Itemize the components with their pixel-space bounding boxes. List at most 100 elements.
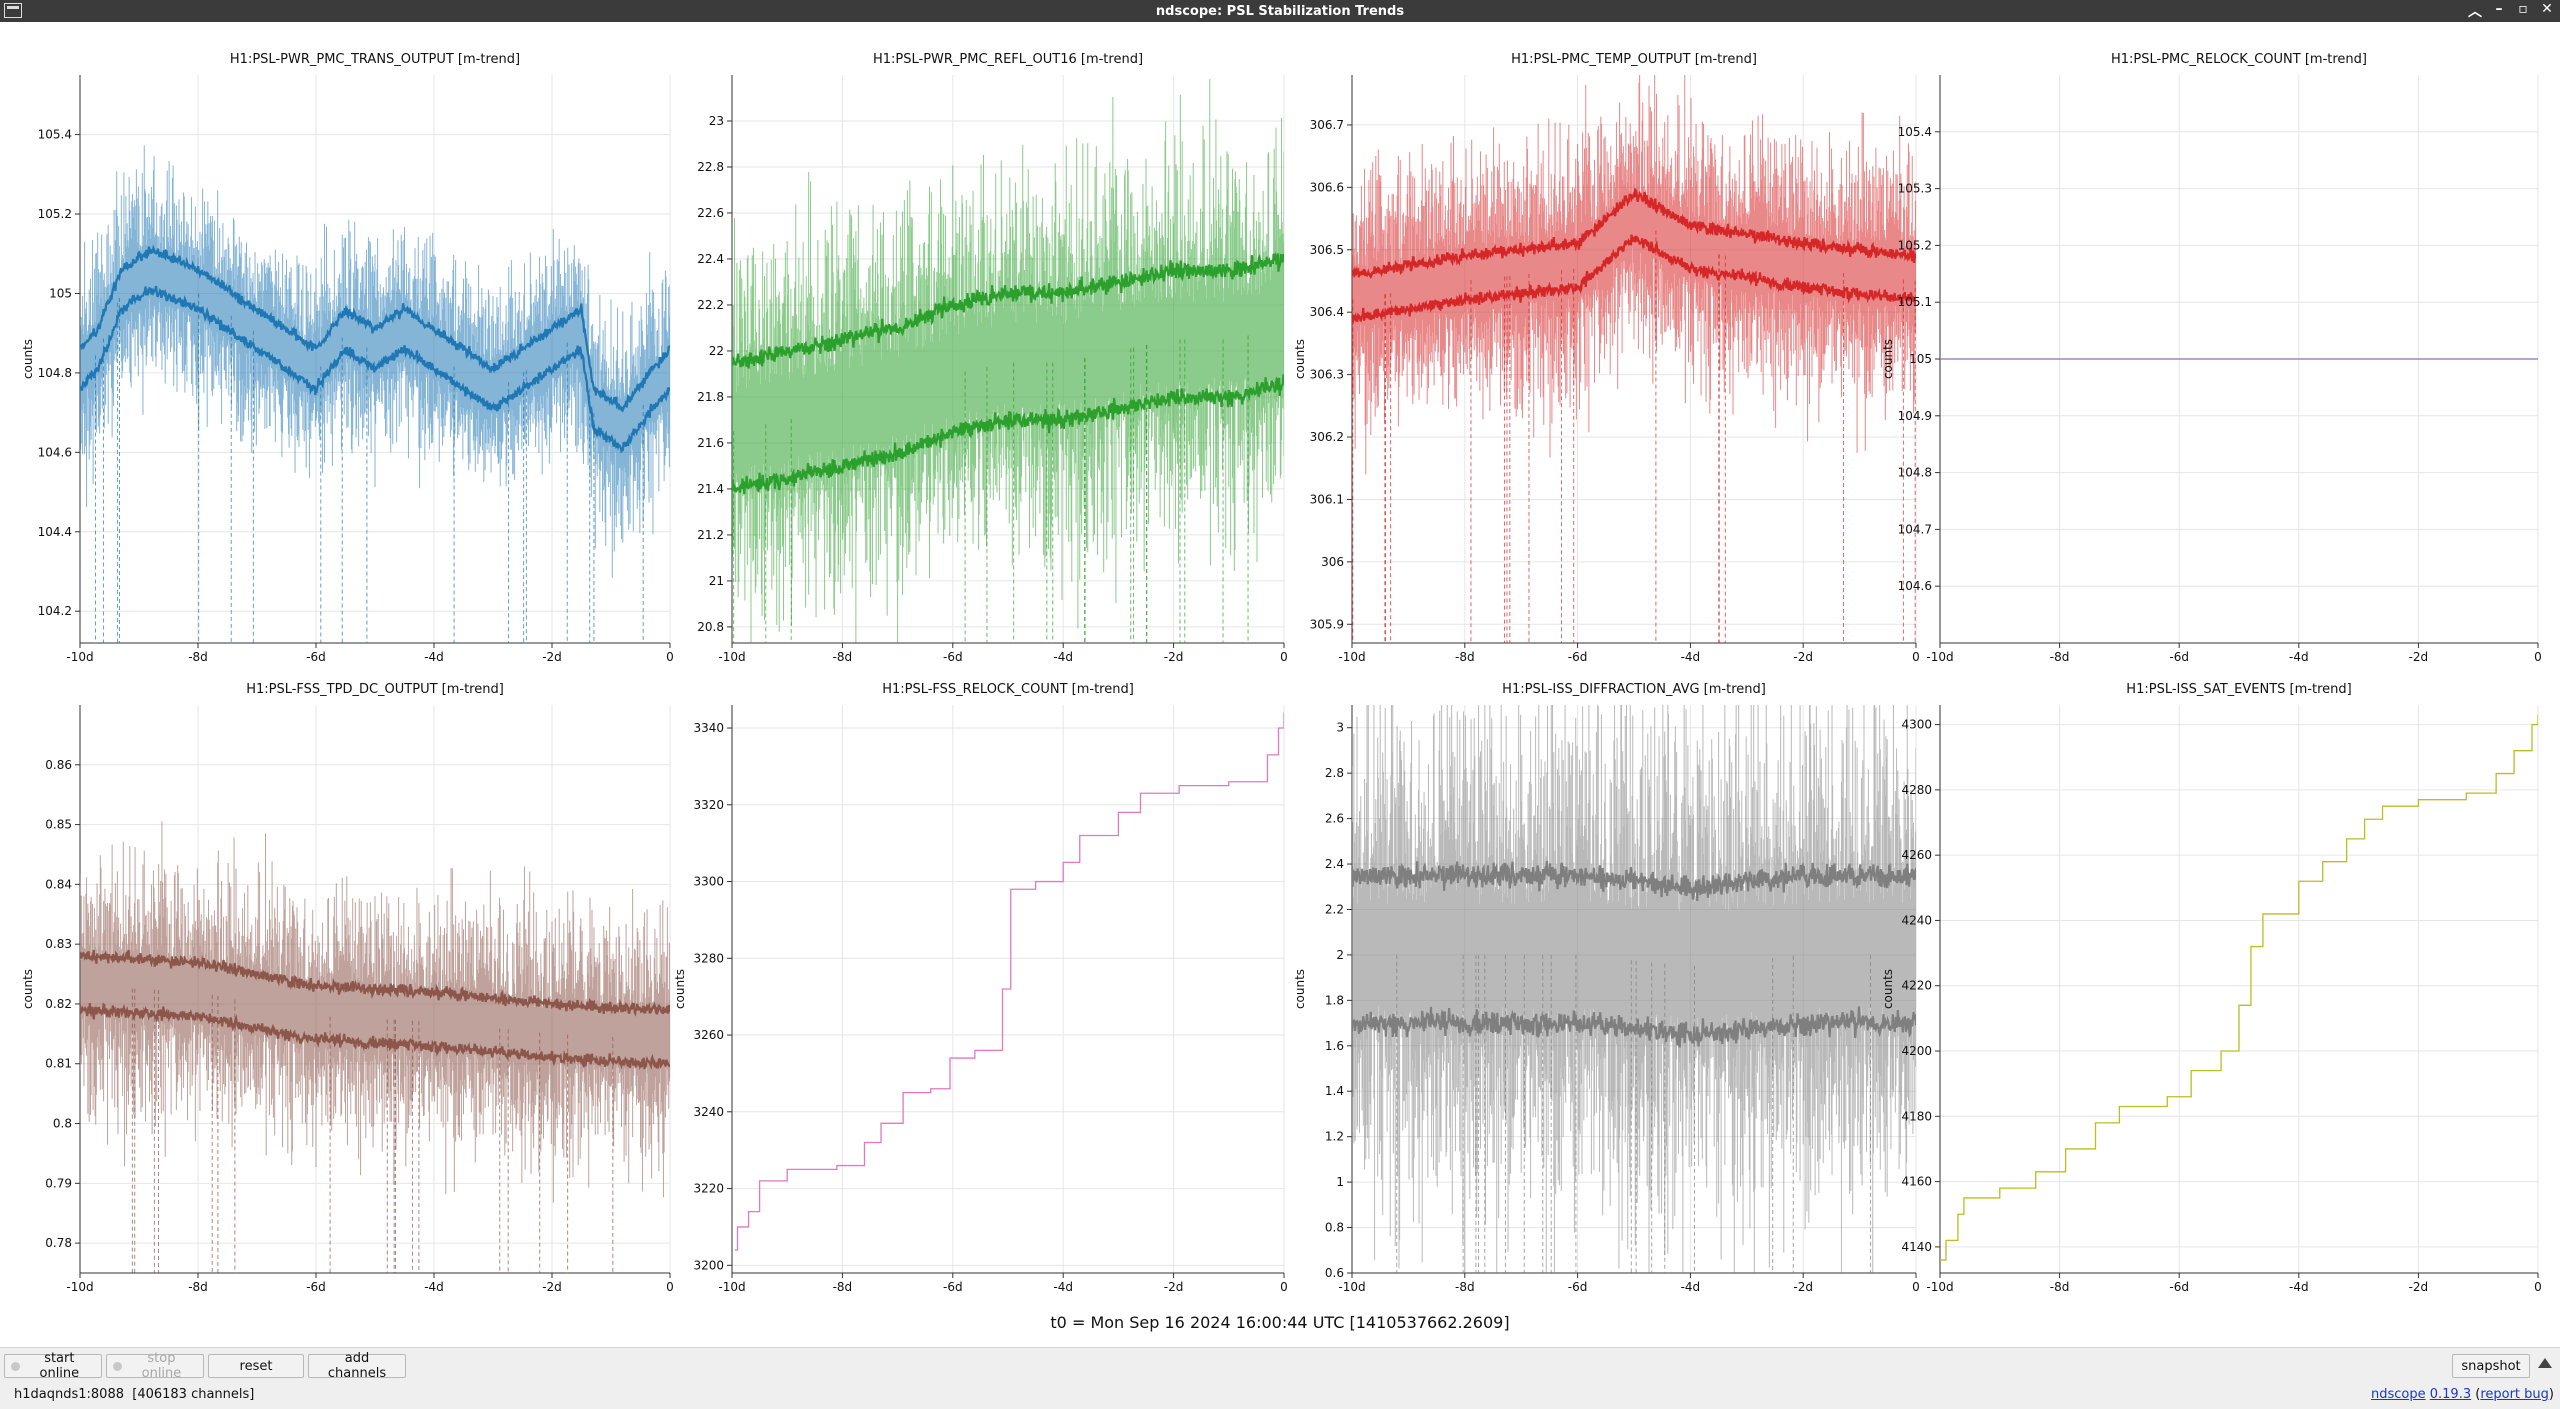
- plot-panel-5: H1:PSL-FSS_TPD_DC_OUTPUT [m-trend] 0.86 0.…: [21, 682, 674, 1294]
- x-tick-label: -2d: [2409, 1280, 2429, 1294]
- y-tick-label: 2: [1336, 948, 1344, 962]
- x-tick-label: -6d: [943, 650, 963, 664]
- y-tick-label: 4160: [1901, 1175, 1932, 1189]
- y-tick-label: 3320: [693, 798, 724, 812]
- y-tick-label: 105.1: [1898, 295, 1932, 309]
- window-titlebar[interactable]: ndscope: PSL Stabilization Trends ︿ – ▫ …: [0, 0, 2560, 22]
- close-icon[interactable]: ✕: [2541, 1, 2553, 17]
- stop-online-button[interactable]: stop online: [106, 1351, 204, 1381]
- y-tick-label: 306.5: [1310, 243, 1344, 257]
- minimize-icon[interactable]: –: [2495, 1, 2503, 17]
- y-axis-label: counts: [1293, 969, 1307, 1009]
- series-line: [1352, 860, 1916, 902]
- x-tick-label: -2d: [1793, 650, 1813, 664]
- y-tick-label: 105: [1909, 352, 1932, 366]
- start-online-button[interactable]: start online: [4, 1351, 102, 1381]
- x-tick-label: -4d: [1681, 1280, 1701, 1294]
- y-tick-label: 104.8: [38, 366, 72, 380]
- y-axis-label: counts: [1293, 339, 1307, 379]
- series-line: [732, 251, 1284, 369]
- y-tick-label: 0.6: [1325, 1266, 1344, 1280]
- y-axis-label: counts: [21, 969, 35, 1009]
- x-tick-label: -6d: [306, 1280, 326, 1294]
- x-tick-label: -8d: [1455, 650, 1475, 664]
- x-tick-label: 0: [2534, 650, 2542, 664]
- y-tick-label: 2.2: [1325, 902, 1344, 916]
- y-tick-label: 22.4: [697, 252, 724, 266]
- ndscope-link[interactable]: ndscope: [2370, 1387, 2426, 1402]
- plot-title: H1:PSL-ISS_DIFFRACTION_AVG [m-trend]: [1502, 682, 1766, 697]
- y-tick-label: 0.81: [45, 1057, 72, 1071]
- reset-button[interactable]: reset: [208, 1354, 304, 1378]
- start-online-label: start online: [39, 1351, 80, 1381]
- x-tick-label: -2d: [2409, 650, 2429, 664]
- window-menu-icon[interactable]: [4, 3, 22, 18]
- channel-count: [406183 channels]: [132, 1387, 255, 1402]
- y-tick-label: 105.4: [38, 128, 72, 142]
- plot-panel-8: H1:PSL-ISS_SAT_EVENTS [m-trend] 4300 4280 4…: [1881, 682, 2542, 1294]
- y-tick-label: 0.8: [1325, 1221, 1344, 1235]
- y-tick-label: 104.6: [1898, 579, 1932, 593]
- y-tick-label: 20.8: [697, 620, 724, 634]
- x-tick-label: -6d: [943, 1280, 963, 1294]
- y-tick-label: 0.86: [45, 758, 72, 772]
- plot-grid[interactable]: H1:PSL-PWR_PMC_TRANS_OUTPUT [m-trend] 105…: [0, 22, 2560, 1317]
- plot-title: H1:PSL-PWR_PMC_TRANS_OUTPUT [m-trend]: [230, 52, 520, 67]
- y-tick-label: 0.79: [45, 1176, 72, 1190]
- x-tick-label: 0: [666, 1280, 674, 1294]
- y-tick-label: 2.4: [1325, 857, 1344, 871]
- envelope-band: [1352, 75, 1916, 475]
- x-tick-label: 0: [2534, 1280, 2542, 1294]
- plot-data: [80, 821, 670, 1273]
- series-line: [1352, 1006, 1916, 1048]
- y-tick-label: 0.8: [53, 1117, 72, 1131]
- series-line: [80, 285, 670, 454]
- x-tick-label: -8d: [188, 1280, 208, 1294]
- x-tick-label: -2d: [1164, 1280, 1184, 1294]
- x-tick-label: -4d: [424, 650, 444, 664]
- stop-online-label: stop online: [141, 1351, 182, 1381]
- add-channels-button[interactable]: add channels: [308, 1351, 406, 1381]
- y-tick-label: 3340: [693, 721, 724, 735]
- y-tick-label: 306.4: [1310, 305, 1344, 319]
- series-line: [732, 374, 1284, 495]
- x-tick-label: -8d: [1455, 1280, 1475, 1294]
- status-dot-icon: [113, 1361, 122, 1371]
- collapse-toggle-icon[interactable]: [2538, 1358, 2552, 1368]
- status-bar: h1daqnds1:8088 [406183 channels] ndscope…: [0, 1381, 2560, 1409]
- x-tick-label: -4d: [2289, 650, 2309, 664]
- x-tick-label: -10d: [718, 1280, 745, 1294]
- x-tick-label: -10d: [1338, 1280, 1365, 1294]
- shade-icon[interactable]: ︿: [2468, 4, 2482, 20]
- x-tick-label: 0: [666, 650, 674, 664]
- y-tick-label: 2.8: [1325, 766, 1344, 780]
- x-tick-label: -10d: [66, 650, 93, 664]
- version-link[interactable]: 0.19.3: [2429, 1387, 2472, 1402]
- y-tick-label: 104.7: [1898, 522, 1932, 536]
- series-line: [80, 1002, 670, 1071]
- y-tick-label: 306.7: [1310, 118, 1344, 132]
- y-tick-label: 4300: [1901, 718, 1932, 732]
- x-tick-label: -2d: [542, 1280, 562, 1294]
- plot-data: [734, 712, 1284, 1251]
- plot-panel-2: H1:PSL-PWR_PMC_REFL_OUT16 [m-trend] 23 22.…: [697, 52, 1288, 664]
- x-tick-label: -10d: [718, 650, 745, 664]
- y-tick-label: 305.9: [1310, 617, 1344, 631]
- y-axis-label: counts: [1881, 339, 1895, 379]
- x-tick-label: -8d: [833, 1280, 853, 1294]
- y-tick-label: 104.6: [38, 445, 72, 459]
- y-tick-label: 22.8: [697, 160, 724, 174]
- x-tick-label: -4d: [1681, 650, 1701, 664]
- y-tick-label: 0.84: [45, 877, 72, 891]
- series-line: [1352, 234, 1916, 324]
- y-tick-label: 4140: [1901, 1240, 1932, 1254]
- y-tick-label: 4200: [1901, 1044, 1932, 1058]
- snapshot-button[interactable]: snapshot: [2452, 1354, 2530, 1378]
- y-tick-label: 21: [709, 574, 724, 588]
- x-tick-label: -2d: [1164, 650, 1184, 664]
- report-bug-link[interactable]: report bug: [2480, 1387, 2549, 1402]
- y-tick-label: 306: [1321, 555, 1344, 569]
- y-tick-label: 21.2: [697, 528, 724, 542]
- x-tick-label: 0: [1912, 1280, 1920, 1294]
- maximize-icon[interactable]: ▫: [2518, 1, 2528, 17]
